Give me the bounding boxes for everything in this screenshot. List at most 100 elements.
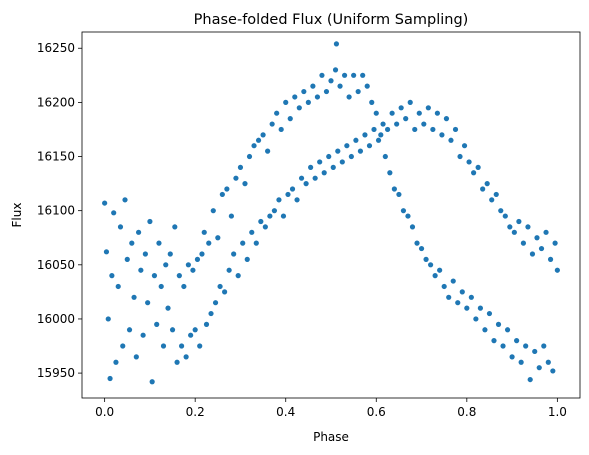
data-point [534, 235, 540, 241]
data-point [518, 359, 524, 365]
data-point [366, 143, 373, 149]
data-point [305, 99, 311, 105]
data-point [194, 256, 201, 262]
data-point [443, 116, 450, 122]
data-point [421, 121, 427, 127]
data-point [253, 240, 259, 246]
data-point [210, 208, 216, 214]
data-point [353, 137, 359, 143]
data-point [332, 67, 339, 73]
data-point [103, 249, 110, 255]
x-tick-label: 1.0 [548, 405, 567, 419]
data-point [373, 110, 379, 116]
data-point [545, 359, 551, 365]
data-point [489, 197, 495, 203]
data-point [102, 200, 108, 206]
data-point [267, 213, 273, 219]
data-point [323, 88, 330, 95]
data-point [224, 186, 230, 192]
data-point [167, 251, 173, 257]
y-tick-label: 15950 [37, 366, 75, 380]
data-point [452, 126, 459, 133]
data-point [126, 327, 133, 333]
data-point [278, 126, 284, 133]
data-point [255, 137, 262, 143]
data-point [310, 83, 316, 89]
data-point [228, 213, 234, 219]
data-point [400, 208, 407, 214]
data-point [495, 321, 502, 327]
data-point [389, 110, 395, 116]
data-point [461, 143, 468, 149]
data-point [380, 121, 386, 127]
data-point [525, 224, 531, 230]
data-point [265, 148, 271, 154]
data-point [554, 267, 560, 273]
x-tick-label: 0.4 [276, 405, 295, 419]
y-axis-label: Flux [10, 203, 24, 228]
data-point [109, 273, 115, 279]
data-point [292, 94, 298, 100]
data-point [428, 262, 434, 268]
data-point [498, 208, 504, 214]
data-point [466, 159, 472, 165]
data-point [289, 186, 296, 192]
data-point [384, 126, 391, 133]
data-point [145, 300, 151, 306]
data-point [550, 368, 556, 374]
data-point [391, 186, 397, 192]
data-point [538, 245, 545, 252]
data-point [418, 245, 425, 252]
data-point [249, 229, 255, 235]
data-point [156, 240, 162, 246]
data-point [201, 229, 207, 235]
data-point [405, 213, 411, 219]
data-point [185, 262, 191, 268]
data-point [160, 343, 167, 349]
data-point [113, 359, 119, 365]
data-point [450, 278, 456, 284]
data-point [206, 240, 212, 246]
data-point [441, 283, 447, 290]
y-axis-ticks: 15950 16000 16050 16100 16150 16200 16250 [37, 41, 82, 380]
data-point [326, 153, 332, 160]
data-point [280, 213, 287, 219]
data-point [493, 191, 499, 198]
data-point [457, 153, 463, 160]
data-point [135, 229, 142, 235]
x-axis-label: Phase [313, 430, 349, 444]
y-tick-label: 16250 [37, 41, 75, 55]
data-point [504, 327, 511, 333]
data-point [464, 305, 470, 311]
data-point [296, 105, 302, 111]
data-point [190, 267, 196, 273]
data-point [151, 273, 158, 279]
data-point [251, 143, 257, 149]
data-point [434, 110, 440, 116]
data-point [407, 99, 413, 105]
data-point [532, 348, 538, 355]
data-point [165, 305, 171, 311]
data-point [298, 175, 305, 181]
data-point [409, 224, 416, 230]
data-point [217, 283, 223, 290]
data-point [192, 327, 198, 333]
data-point [203, 321, 210, 327]
y-tick-label: 16200 [37, 95, 75, 109]
data-point [425, 105, 431, 111]
data-point [208, 310, 214, 317]
data-point [446, 294, 452, 300]
data-point [520, 240, 527, 246]
data-point [107, 375, 113, 382]
data-point [303, 181, 309, 187]
data-point [240, 240, 246, 246]
data-point [455, 300, 461, 306]
data-point [124, 256, 130, 262]
data-point [274, 110, 280, 116]
data-point [396, 191, 402, 198]
data-point [314, 94, 321, 100]
data-point [285, 191, 291, 198]
data-point [360, 72, 366, 78]
data-point [477, 305, 483, 311]
x-tick-label: 0.0 [95, 405, 114, 419]
